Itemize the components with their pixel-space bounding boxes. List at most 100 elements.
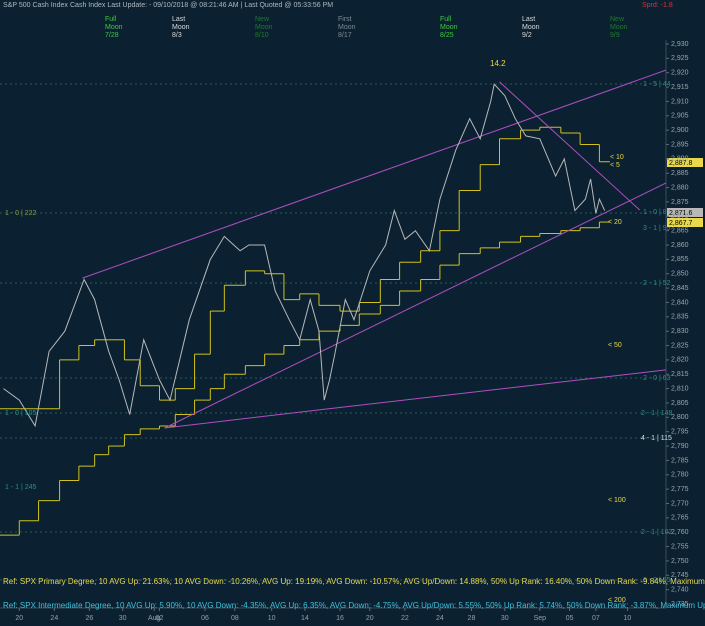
moon-phase: Last <box>172 16 185 23</box>
moon-date: 7/28 <box>105 32 119 39</box>
y-tick-label: 2,835 <box>671 314 689 321</box>
level-label: 1 - 0 | 105 <box>5 410 37 417</box>
y-tick-label: 2,885 <box>671 170 689 177</box>
plot-area <box>0 69 666 581</box>
level-label: 1 - 1 | 245 <box>5 484 37 491</box>
x-tick-label: 14 <box>301 615 309 622</box>
trend-line <box>82 69 666 279</box>
y-tick-label: 2,800 <box>671 414 689 421</box>
moon-phase: Last <box>522 16 535 23</box>
y-tick-label: 2,735 <box>671 601 689 608</box>
y-tick-label: 2,750 <box>671 558 689 565</box>
x-tick-label: 24 <box>50 615 58 622</box>
y-tick-label: 2,820 <box>671 357 689 364</box>
y-tick-label: 2,830 <box>671 328 689 335</box>
y-tick-label: 2,780 <box>671 472 689 479</box>
moon-word: Moon <box>255 24 273 31</box>
annotation: < 100 <box>608 497 626 504</box>
price-line <box>3 83 606 428</box>
trend-line <box>499 81 641 211</box>
x-tick-label: 06 <box>201 615 209 622</box>
y-tick-label: 2,930 <box>671 41 689 48</box>
level-label: 2 - 1 | 148 <box>641 410 673 417</box>
level-label: 1 - 0 | 85 <box>643 209 671 216</box>
y-tick-label: 2,740 <box>671 586 689 593</box>
level-label: 1 - 0 | 222 <box>5 210 37 217</box>
price-box-label: 2,887.8 <box>669 160 692 167</box>
price-box-label: 2,867.7 <box>669 220 692 227</box>
moon-word: Moon <box>610 24 628 31</box>
annotation: < 50 <box>608 342 622 349</box>
price-box <box>667 208 703 217</box>
trend-line <box>164 182 666 429</box>
annotation: < 10 <box>610 154 624 161</box>
moon-phase: Full <box>440 16 452 23</box>
y-tick-label: 2,855 <box>671 256 689 263</box>
x-tick-label: 08 <box>231 615 239 622</box>
moon-phase: Full <box>105 16 117 23</box>
x-tick-label: 10 <box>624 615 632 622</box>
chart-title: S&P 500 Cash Index <box>3 2 68 9</box>
price-box-label: 2,871.6 <box>669 210 692 217</box>
level-label: 2 - 1 | 52 <box>643 280 671 287</box>
moon-phase: New <box>610 16 625 23</box>
y-tick-label: 2,870 <box>671 213 689 220</box>
level-label: 1 - 5 | 44 <box>643 81 671 88</box>
level-label: 2 - 1 | 102 <box>641 529 673 536</box>
moon-date: 8/25 <box>440 32 454 39</box>
level-label: 4 - 1 | 115 <box>641 435 672 442</box>
y-tick-label: 2,765 <box>671 515 689 522</box>
y-tick-label: 2,755 <box>671 543 689 550</box>
y-tick-label: 2,775 <box>671 486 689 493</box>
x-tick-label: 28 <box>468 615 476 622</box>
level-label: 3 - 1 | 99 <box>643 225 671 232</box>
reference-line: Ref: SPX Intermediate Degree, 10 AVG Up:… <box>3 601 705 610</box>
y-tick-label: 2,920 <box>671 70 689 77</box>
moon-word: Moon <box>440 24 458 31</box>
y-tick-label: 2,815 <box>671 371 689 378</box>
y-tick-label: 2,895 <box>671 141 689 148</box>
moon-date: 9/9 <box>610 32 620 39</box>
x-tick-label: 30 <box>501 615 509 622</box>
level-label: 3 - 2 | 55 <box>643 577 671 584</box>
y-tick-label: 2,825 <box>671 342 689 349</box>
y-tick-label: 2,900 <box>671 127 689 134</box>
trend-line <box>164 409 320 429</box>
y-tick-label: 2,770 <box>671 500 689 507</box>
y-tick-label: 2,860 <box>671 242 689 249</box>
x-tick-label: 22 <box>401 615 409 622</box>
x-tick-label: 10 <box>268 615 276 622</box>
x-tick-label: 20 <box>15 615 23 622</box>
y-tick-label: 2,805 <box>671 400 689 407</box>
moon-word: Moon <box>338 24 356 31</box>
x-tick-label: 24 <box>436 615 444 622</box>
moon-word: Moon <box>522 24 540 31</box>
y-tick-label: 2,865 <box>671 228 689 235</box>
moon-date: 8/10 <box>255 32 269 39</box>
y-tick-label: 2,790 <box>671 443 689 450</box>
level-label: 2 - 0 | 63 <box>643 375 671 382</box>
x-tick-label: Sep <box>534 615 547 622</box>
y-tick-label: 2,875 <box>671 199 689 206</box>
x-tick-label: 16 <box>336 615 344 622</box>
x-tick-label: 20 <box>366 615 374 622</box>
status: Sprd: -1.8 <box>642 2 673 9</box>
y-tick-label: 2,785 <box>671 457 689 464</box>
x-tick-label: Aug <box>148 615 161 622</box>
y-tick-label: 2,890 <box>671 156 689 163</box>
moon-date: 8/3 <box>172 32 182 39</box>
moon-word: Moon <box>172 24 190 31</box>
y-tick-label: 2,910 <box>671 98 689 105</box>
reference-line: Ref: SPX Primary Degree, 10 AVG Up: 21.6… <box>3 577 705 586</box>
annotations: 14.2 < 10 < 5 < 20 < 50 < 100 < 200 1 - … <box>5 59 673 604</box>
level-lines <box>0 83 666 581</box>
price-box <box>667 158 703 167</box>
y-tick-label: 2,745 <box>671 572 689 579</box>
moon-phase: New <box>255 16 270 23</box>
y-tick-label: 2,810 <box>671 385 689 392</box>
chart-subtitle: Cash Index Last Update: - 09/10/2018 @ 0… <box>70 2 333 9</box>
moon-phase: First <box>338 16 352 23</box>
y-tick-label: 2,905 <box>671 113 689 120</box>
